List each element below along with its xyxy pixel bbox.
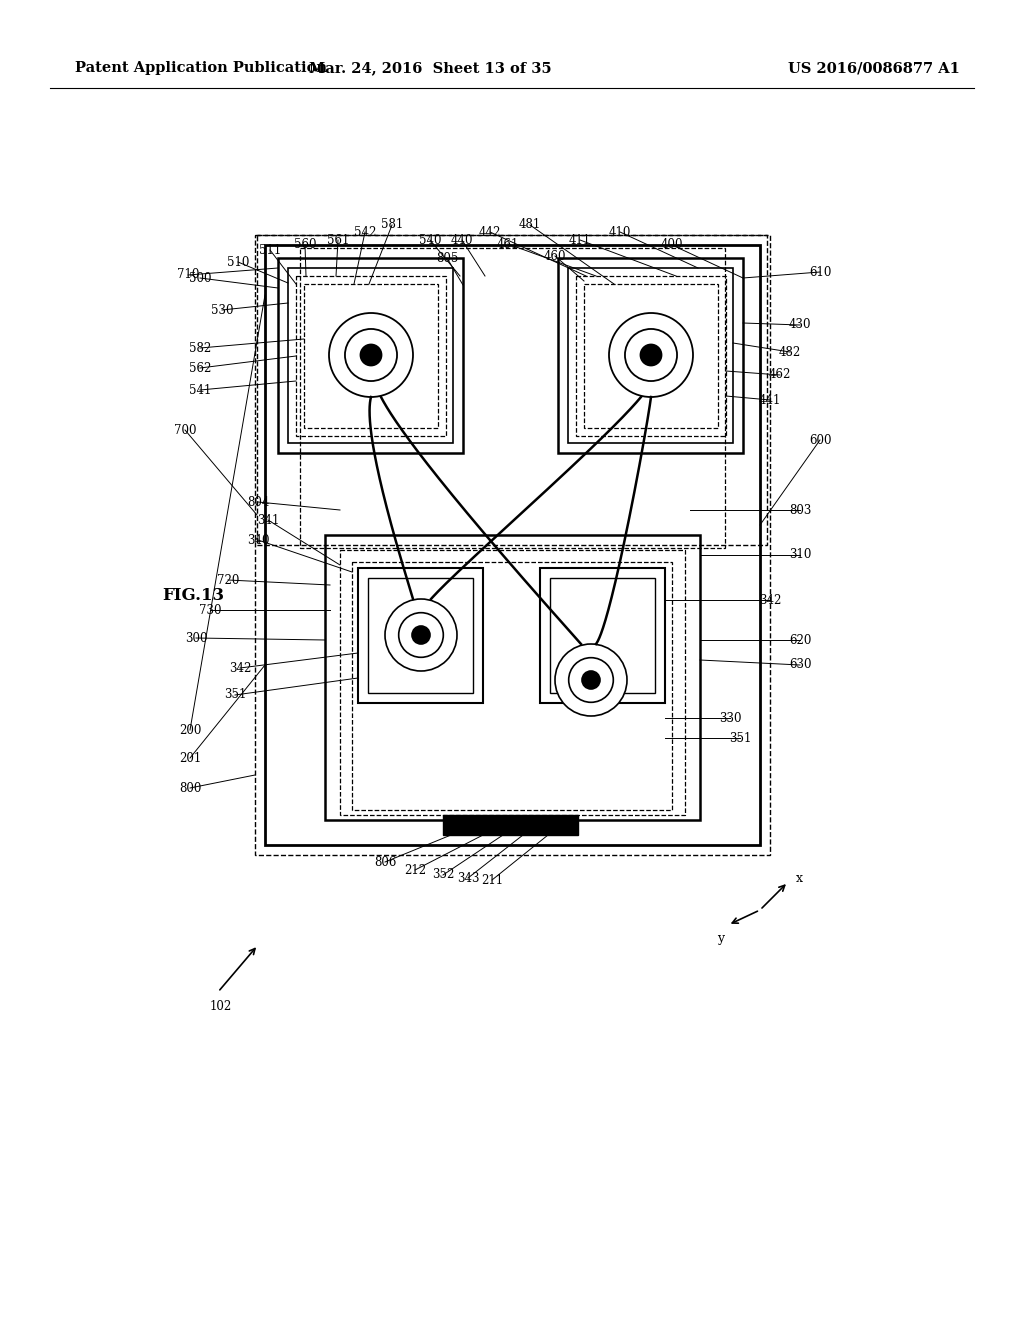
Circle shape xyxy=(385,599,457,671)
Text: 342: 342 xyxy=(759,594,781,606)
Circle shape xyxy=(398,612,443,657)
Bar xyxy=(340,550,685,814)
Circle shape xyxy=(329,313,413,397)
Circle shape xyxy=(582,671,600,689)
Text: 461: 461 xyxy=(497,238,519,251)
Text: 460: 460 xyxy=(544,249,566,263)
Text: FIG.13: FIG.13 xyxy=(162,586,224,603)
Text: 351: 351 xyxy=(224,689,246,701)
Text: 481: 481 xyxy=(519,219,541,231)
Text: 560: 560 xyxy=(294,239,316,252)
Bar xyxy=(550,578,655,693)
Text: 342: 342 xyxy=(228,661,251,675)
Text: 200: 200 xyxy=(179,723,201,737)
Text: 700: 700 xyxy=(174,424,197,437)
Bar xyxy=(575,276,726,436)
Text: 620: 620 xyxy=(788,634,811,647)
Text: US 2016/0086877 A1: US 2016/0086877 A1 xyxy=(788,61,961,75)
Text: 102: 102 xyxy=(210,1001,232,1012)
Text: 804: 804 xyxy=(247,495,269,508)
Circle shape xyxy=(609,313,693,397)
Circle shape xyxy=(555,644,627,715)
Circle shape xyxy=(412,626,430,644)
Text: 340: 340 xyxy=(247,533,269,546)
Text: 630: 630 xyxy=(788,659,811,672)
Circle shape xyxy=(640,345,662,366)
Text: Patent Application Publication: Patent Application Publication xyxy=(75,61,327,75)
Bar xyxy=(300,248,725,548)
Text: 300: 300 xyxy=(184,631,207,644)
Text: Mar. 24, 2016  Sheet 13 of 35: Mar. 24, 2016 Sheet 13 of 35 xyxy=(308,61,551,75)
Bar xyxy=(325,535,700,820)
Bar xyxy=(558,257,743,453)
Bar xyxy=(540,568,665,704)
Text: 310: 310 xyxy=(788,549,811,561)
Circle shape xyxy=(345,329,397,381)
Text: 343: 343 xyxy=(457,871,479,884)
Bar xyxy=(352,562,672,810)
Text: 542: 542 xyxy=(354,226,376,239)
Bar xyxy=(278,257,463,453)
Text: 530: 530 xyxy=(211,304,233,317)
Text: 562: 562 xyxy=(188,362,211,375)
Text: 803: 803 xyxy=(788,503,811,516)
Bar xyxy=(304,284,438,428)
Text: 800: 800 xyxy=(179,781,201,795)
Text: 352: 352 xyxy=(432,869,455,882)
Circle shape xyxy=(568,657,613,702)
Text: 730: 730 xyxy=(199,603,221,616)
Text: 541: 541 xyxy=(188,384,211,396)
Text: 201: 201 xyxy=(179,751,201,764)
Text: 610: 610 xyxy=(809,265,831,279)
Text: 400: 400 xyxy=(660,239,683,252)
Bar xyxy=(368,578,473,693)
Text: 581: 581 xyxy=(381,219,403,231)
Text: 561: 561 xyxy=(327,234,349,247)
Text: x: x xyxy=(796,871,803,884)
Text: 462: 462 xyxy=(769,368,792,381)
Text: 806: 806 xyxy=(374,855,396,869)
Bar xyxy=(358,568,483,704)
Text: 411: 411 xyxy=(569,234,591,247)
Text: 710: 710 xyxy=(177,268,200,281)
Text: y: y xyxy=(717,932,724,945)
Text: 582: 582 xyxy=(188,342,211,355)
Circle shape xyxy=(360,345,382,366)
Text: 600: 600 xyxy=(809,433,831,446)
Text: 211: 211 xyxy=(481,874,503,887)
Text: 510: 510 xyxy=(226,256,249,268)
Text: 500: 500 xyxy=(188,272,211,285)
Text: 430: 430 xyxy=(788,318,811,331)
Text: 341: 341 xyxy=(257,513,280,527)
Text: 212: 212 xyxy=(403,863,426,876)
Bar xyxy=(265,246,760,845)
Bar xyxy=(257,235,767,545)
Text: 441: 441 xyxy=(759,393,781,407)
Text: 540: 540 xyxy=(419,234,441,247)
Text: 440: 440 xyxy=(451,234,473,247)
Text: 410: 410 xyxy=(609,226,631,239)
Text: 330: 330 xyxy=(719,711,741,725)
Circle shape xyxy=(625,329,677,381)
Text: 805: 805 xyxy=(436,252,458,264)
Bar xyxy=(584,284,718,428)
Text: 442: 442 xyxy=(479,226,501,239)
Bar xyxy=(255,235,770,855)
Text: 511: 511 xyxy=(259,243,282,256)
Bar xyxy=(443,814,578,836)
Bar xyxy=(288,268,453,444)
Text: 720: 720 xyxy=(217,573,240,586)
Text: 482: 482 xyxy=(779,346,801,359)
Bar xyxy=(568,268,733,444)
Bar xyxy=(296,276,446,436)
Text: 351: 351 xyxy=(729,731,752,744)
